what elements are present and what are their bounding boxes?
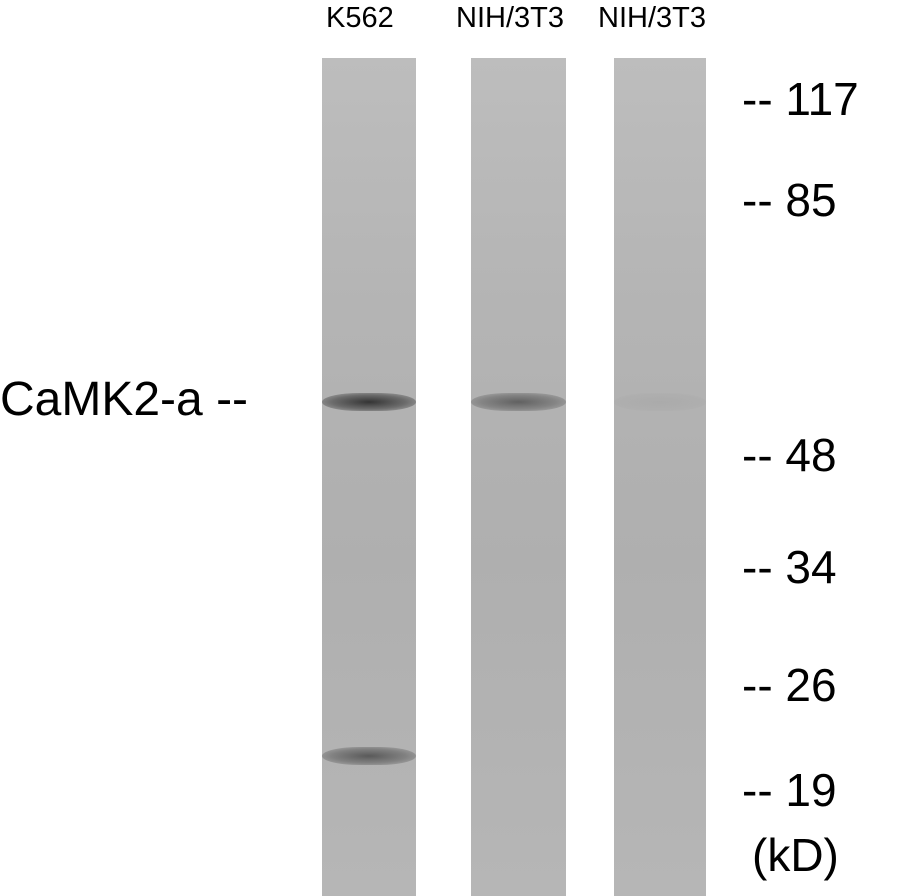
marker-34: -- 34 xyxy=(742,541,837,593)
band-54kd xyxy=(614,393,706,412)
lane-3 xyxy=(614,58,706,896)
marker-85: -- 85 xyxy=(742,174,837,226)
protein-label: CaMK2-a -- xyxy=(0,373,249,426)
band-54kd xyxy=(322,393,416,412)
lane-2 xyxy=(471,58,566,896)
band-21kd xyxy=(322,747,416,766)
lane-label-2: NIH/3T3 xyxy=(456,2,564,34)
marker-48: -- 48 xyxy=(742,429,837,481)
marker-26: -- 26 xyxy=(742,659,837,711)
band-54kd xyxy=(471,393,566,412)
unit-label: (kD) xyxy=(752,829,839,881)
lane-label-1: K562 xyxy=(326,2,394,34)
lane-1 xyxy=(322,58,416,896)
marker-19: -- 19 xyxy=(742,764,837,816)
marker-117: -- 117 xyxy=(742,73,859,125)
lane-label-3: NIH/3T3 xyxy=(598,2,706,34)
